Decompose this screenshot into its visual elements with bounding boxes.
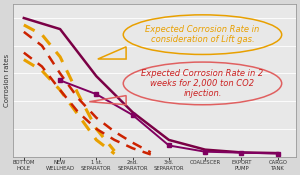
Text: Expected Corrosion Rate in 2
weeks for 2,000 ton CO2
injection.: Expected Corrosion Rate in 2 weeks for 2… bbox=[141, 68, 264, 98]
Text: Expected Corrosion Rate in
consideration of Lift gas.: Expected Corrosion Rate in consideration… bbox=[146, 25, 260, 44]
Y-axis label: Corrosion rates: Corrosion rates bbox=[4, 54, 10, 107]
